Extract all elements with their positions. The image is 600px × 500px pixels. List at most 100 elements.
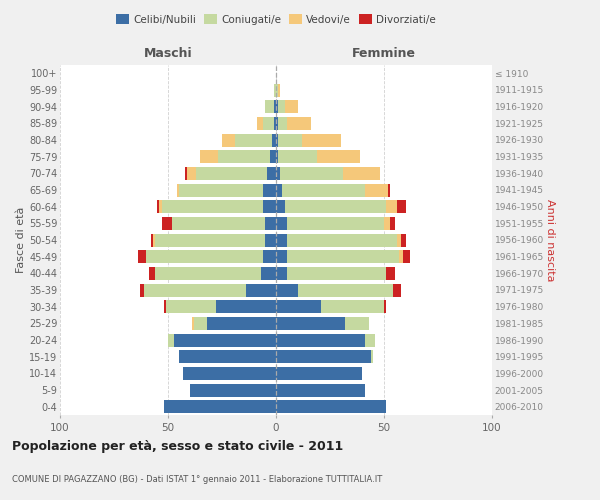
Bar [155,267,261,280]
Bar [263,117,274,130]
Bar [263,200,276,213]
Bar [207,317,276,330]
Bar [276,367,362,380]
Bar [278,84,280,96]
Bar [222,134,235,146]
Bar [287,250,399,263]
Bar [284,200,386,213]
Bar [384,300,386,313]
Bar [276,167,280,180]
Bar [187,167,196,180]
Bar [287,267,386,280]
Bar [164,300,166,313]
Legend: Celibi/Nubili, Coniugati/e, Vedovi/e, Divorziati/e: Celibi/Nubili, Coniugati/e, Vedovi/e, Di… [112,10,440,29]
Bar [192,317,194,330]
Bar [176,184,179,196]
Bar [365,184,388,196]
Bar [185,167,187,180]
Bar [235,134,272,146]
Bar [183,367,276,380]
Bar [287,234,397,246]
Bar [276,384,365,396]
Bar [161,217,172,230]
Bar [276,250,287,263]
Bar [276,350,371,363]
Bar [149,267,155,280]
Bar [384,217,391,230]
Bar [276,334,365,346]
Bar [276,284,298,296]
Bar [157,200,160,213]
Bar [276,84,278,96]
Bar [268,167,276,180]
Bar [276,400,386,413]
Text: Femmine: Femmine [352,47,416,60]
Bar [287,117,311,130]
Bar [401,234,406,246]
Bar [278,134,302,146]
Bar [246,284,276,296]
Bar [287,217,384,230]
Bar [276,184,283,196]
Bar [343,167,380,180]
Bar [146,250,263,263]
Text: COMUNE DI PAGAZZANO (BG) - Dati ISTAT 1° gennaio 2011 - Elaborazione TUTTITALIA.: COMUNE DI PAGAZZANO (BG) - Dati ISTAT 1°… [12,476,382,484]
Bar [276,134,278,146]
Bar [269,150,276,163]
Bar [172,217,265,230]
Bar [151,234,153,246]
Bar [276,317,345,330]
Bar [140,284,144,296]
Bar [179,350,276,363]
Bar [265,100,274,113]
Bar [397,234,401,246]
Bar [179,184,263,196]
Bar [218,150,269,163]
Bar [278,150,317,163]
Bar [265,217,276,230]
Bar [278,117,287,130]
Bar [392,284,401,296]
Bar [274,84,276,96]
Bar [298,284,392,296]
Bar [386,267,395,280]
Bar [391,217,395,230]
Bar [261,267,276,280]
Bar [194,317,207,330]
Bar [371,350,373,363]
Bar [276,100,278,113]
Bar [166,300,215,313]
Bar [345,317,369,330]
Bar [190,384,276,396]
Bar [276,300,322,313]
Bar [397,200,406,213]
Bar [284,100,298,113]
Bar [276,234,287,246]
Bar [280,167,343,180]
Bar [153,234,155,246]
Bar [272,134,276,146]
Y-axis label: Fasce di età: Fasce di età [16,207,26,273]
Bar [215,300,276,313]
Bar [322,300,384,313]
Bar [168,334,175,346]
Bar [276,150,278,163]
Bar [276,267,287,280]
Bar [274,100,276,113]
Bar [196,167,268,180]
Text: Maschi: Maschi [143,47,193,60]
Bar [263,184,276,196]
Bar [283,184,365,196]
Bar [138,250,146,263]
Bar [276,200,284,213]
Bar [399,250,403,263]
Y-axis label: Anni di nascita: Anni di nascita [545,198,555,281]
Bar [274,117,276,130]
Bar [160,200,161,213]
Bar [144,284,246,296]
Bar [388,184,391,196]
Bar [317,150,360,163]
Bar [276,117,278,130]
Bar [265,234,276,246]
Bar [155,234,265,246]
